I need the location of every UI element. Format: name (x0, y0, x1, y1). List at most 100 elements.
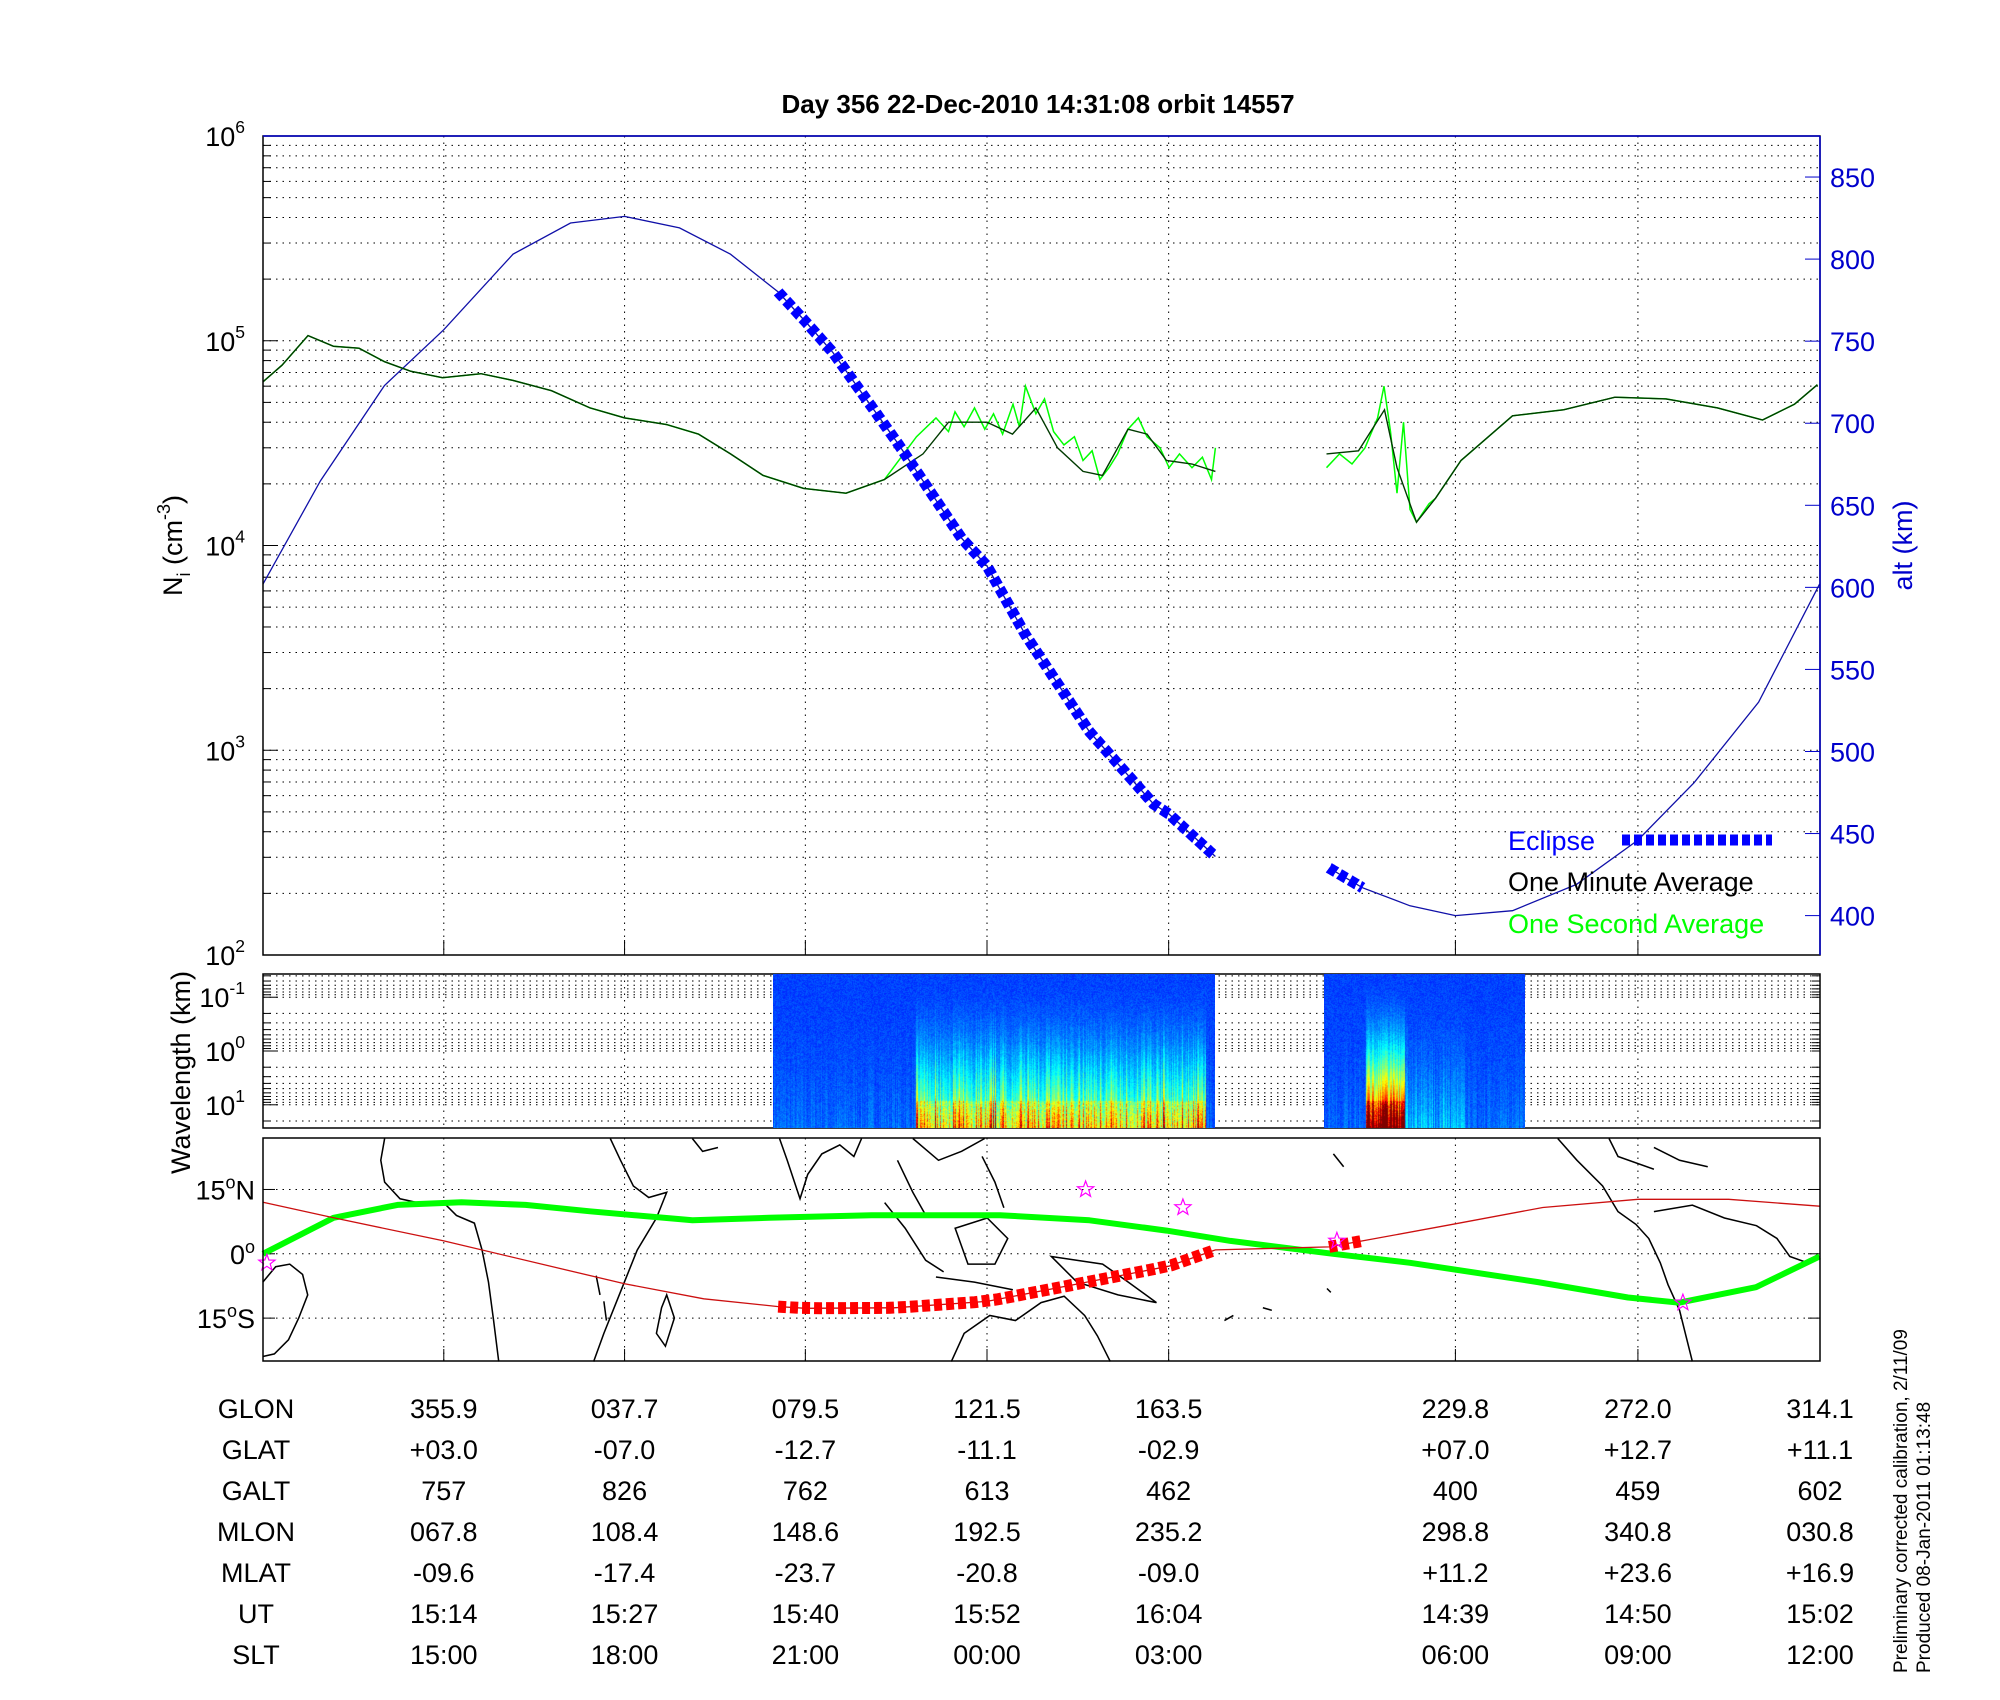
table-cell: -23.7 (775, 1558, 837, 1588)
lat-value: 15 (197, 1304, 227, 1334)
y-tick-label: 103 (205, 731, 245, 766)
table-cell: 613 (964, 1476, 1009, 1506)
one-minute-line (1326, 384, 1818, 524)
row-label-galt: GALT (222, 1476, 291, 1506)
table-cell: 18:00 (591, 1640, 659, 1670)
table-cell: 15:40 (772, 1599, 840, 1629)
altitude-line (262, 215, 1216, 857)
y-axis-label: Ni (cm-3) (154, 495, 194, 596)
table-cell: -11.1 (957, 1435, 1017, 1465)
tick-base: 10 (199, 983, 229, 1013)
chart-title: Day 356 22-Dec-2010 14:31:08 orbit 14557 (781, 89, 1294, 119)
tick-exp: -1 (229, 978, 245, 998)
spectrogram-block (773, 974, 1215, 1128)
table-cell: -09.0 (1138, 1558, 1200, 1588)
table-cell: 12:00 (1786, 1640, 1854, 1670)
y2-tick-label: 850 (1830, 163, 1875, 193)
y2-tick-label: 700 (1830, 409, 1875, 439)
table-cell: -12.7 (775, 1435, 837, 1465)
ylabel-sub: i (174, 573, 194, 577)
ylabel-n: N (158, 577, 188, 597)
table-cell: 14:39 (1422, 1599, 1490, 1629)
one-second-line (262, 334, 1217, 494)
star-icon (1173, 1197, 1193, 1216)
table-cell: 108.4 (591, 1517, 659, 1547)
row-label-glon: GLON (218, 1394, 295, 1424)
table-cell: +12.7 (1604, 1435, 1672, 1465)
table-cell: 067.8 (410, 1517, 478, 1547)
lat-tick-label: 0o (230, 1237, 255, 1270)
lat-tick-label: 15oN (195, 1172, 255, 1205)
table-cell: 00:00 (953, 1640, 1021, 1670)
table-cell: 826 (602, 1476, 647, 1506)
table-cell: 06:00 (1422, 1640, 1490, 1670)
table-cell: 121.5 (953, 1394, 1021, 1424)
hemisphere: S (237, 1304, 255, 1334)
table-cell: 340.8 (1604, 1517, 1672, 1547)
ylabel-unit: (cm (158, 520, 188, 572)
row-label-mlat: MLAT (221, 1558, 291, 1588)
table-cell: 15:52 (953, 1599, 1021, 1629)
table-cell: 355.9 (410, 1394, 478, 1424)
legend-one-second: One Second Average (1508, 909, 1764, 939)
eclipse-track-marker (777, 1244, 1218, 1315)
y2-tick-label: 600 (1830, 573, 1875, 603)
table-cell: 229.8 (1422, 1394, 1490, 1424)
density-panel: 1021031041051064004505005506006507007508… (154, 117, 1918, 971)
table-cell: 14:50 (1604, 1599, 1672, 1629)
tick-base: 10 (205, 1037, 235, 1067)
y-tick-label: 105 (205, 322, 245, 357)
table-cell: 15:14 (410, 1599, 478, 1629)
table-cell: 15:02 (1786, 1599, 1854, 1629)
table-cell: 602 (1797, 1476, 1842, 1506)
table-cell: 15:27 (591, 1599, 659, 1629)
table-cell: 09:00 (1604, 1640, 1672, 1670)
table-cell: +03.0 (410, 1435, 478, 1465)
degree-sign: o (245, 1237, 255, 1257)
lat-value: 15 (195, 1175, 225, 1205)
one-second-line (1325, 384, 1818, 524)
table-cell: 459 (1615, 1476, 1660, 1506)
row-label-glat: GLAT (222, 1435, 291, 1465)
table-cell: 272.0 (1604, 1394, 1672, 1424)
table-cell: -20.8 (956, 1558, 1018, 1588)
calibration-note: Preliminary corrected calibration, 2/11/… (1891, 1329, 1912, 1673)
table-cell: 314.1 (1786, 1394, 1854, 1424)
tick-exp: 4 (235, 527, 245, 547)
table-cell: 030.8 (1786, 1517, 1854, 1547)
lat-tick-label: 15oS (197, 1301, 255, 1334)
table-cell: 21:00 (772, 1640, 840, 1670)
ylabel-close: ) (158, 495, 188, 504)
tick-base: 10 (205, 736, 235, 766)
hemisphere: N (236, 1175, 256, 1205)
y2-tick-label: 400 (1830, 902, 1875, 932)
star-icon (1075, 1179, 1096, 1198)
y-tick-label: 106 (205, 117, 245, 152)
degree-sign: o (227, 1301, 237, 1321)
tick-base: 10 (205, 1091, 235, 1121)
tick-exp: 5 (235, 322, 245, 342)
degree-sign: o (225, 1172, 235, 1192)
tick-exp: 3 (235, 731, 245, 751)
altitude-line (1328, 583, 1821, 917)
table-cell: +07.0 (1421, 1435, 1489, 1465)
table-cell: -02.9 (1138, 1435, 1200, 1465)
table-cell: 762 (783, 1476, 828, 1506)
table-cell: 163.5 (1135, 1394, 1203, 1424)
y-tick-label: 10-1 (199, 978, 245, 1013)
tick-base: 10 (205, 532, 235, 562)
y2-axis-label: alt (km) (1888, 501, 1918, 591)
tick-base: 10 (205, 122, 235, 152)
table-cell: +11.2 (1422, 1558, 1488, 1588)
eclipse-marker (1325, 863, 1366, 893)
table-cell: +23.6 (1604, 1558, 1672, 1588)
tick-base: 10 (205, 327, 235, 357)
tick-base: 10 (205, 941, 235, 971)
y-tick-label: 101 (205, 1086, 245, 1121)
y2-tick-label: 750 (1830, 327, 1875, 357)
y-tick-label: 100 (205, 1032, 245, 1067)
y-tick-label: 104 (205, 527, 245, 562)
y-tick-label: 102 (205, 936, 245, 971)
tick-exp: 2 (235, 936, 245, 956)
